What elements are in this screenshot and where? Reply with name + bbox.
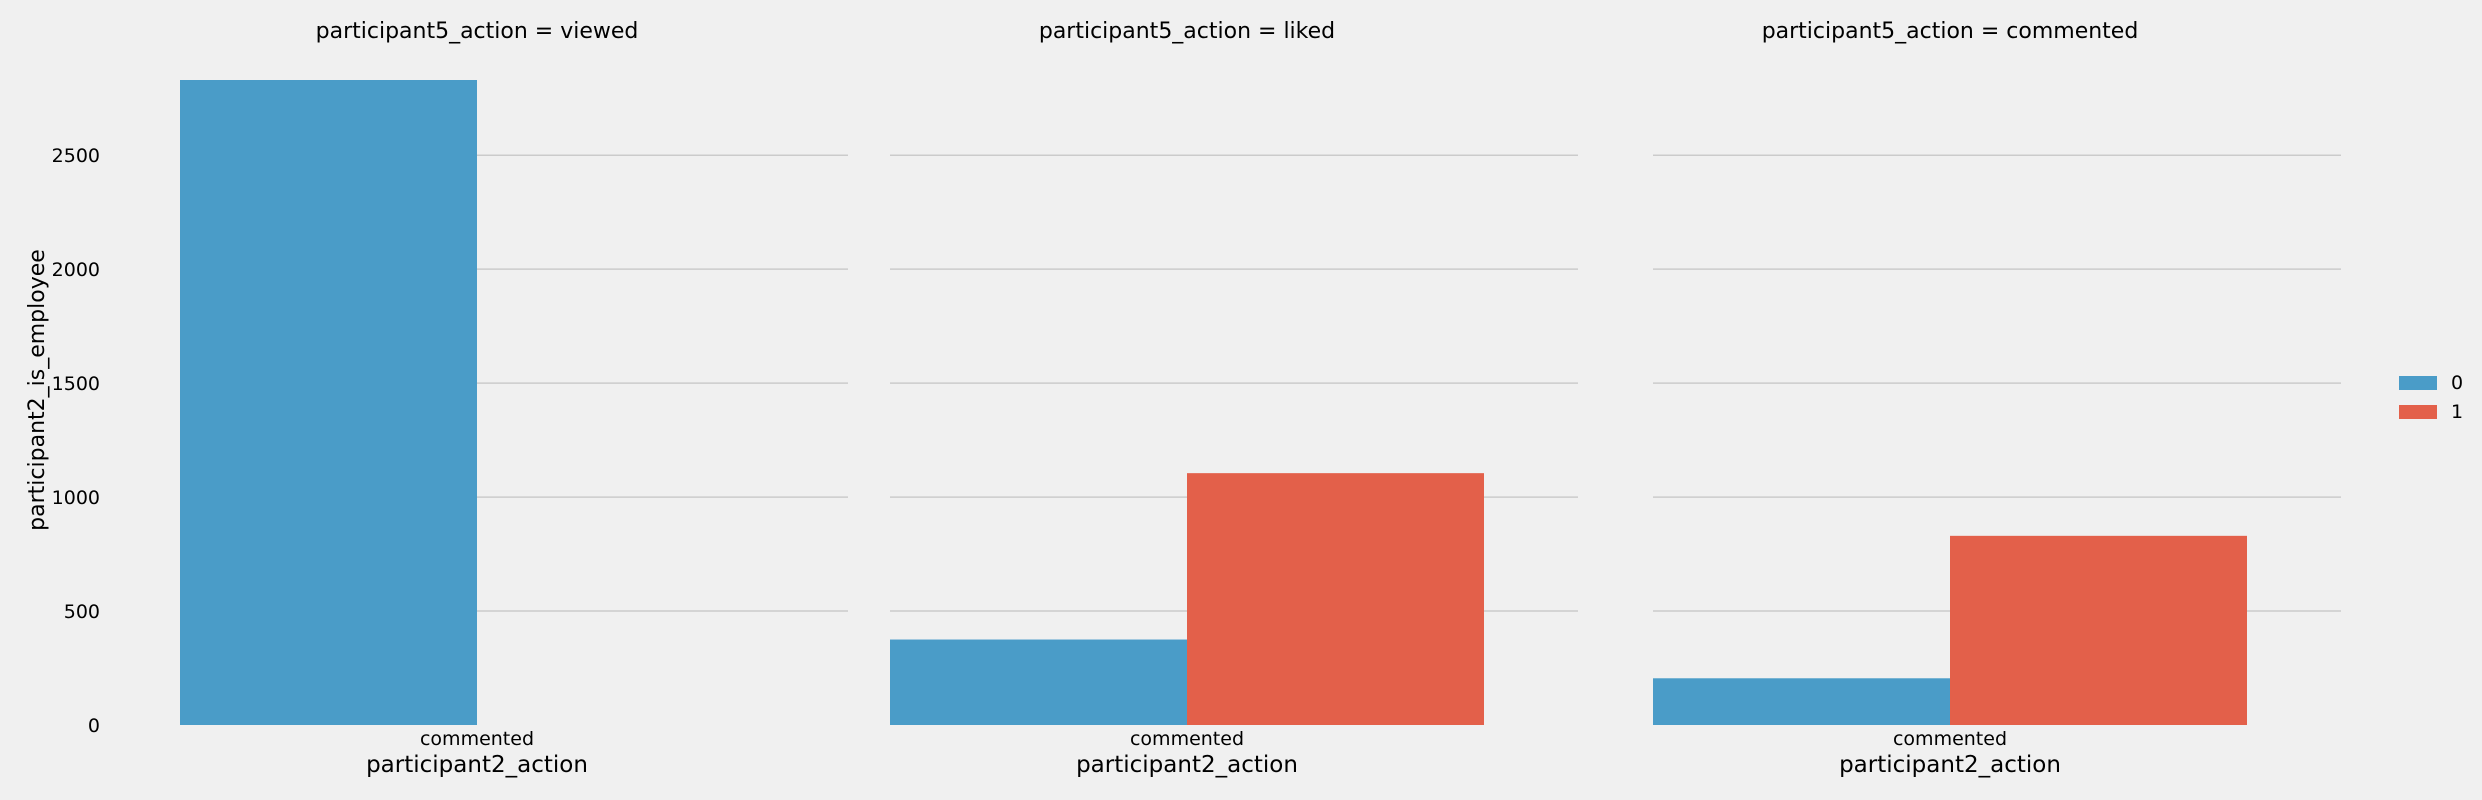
y-tick-label: 2000 — [52, 259, 100, 281]
y-axis-label: participant2_is_employee — [25, 249, 50, 531]
x-tick-label: commented — [420, 728, 534, 750]
legend-swatch — [2399, 405, 2437, 419]
facet-panel: 0 500 1000 1500 2000 2500 participant5_action … — [52, 19, 848, 778]
x-tick-label: commented — [1130, 728, 1244, 750]
facet-panels: 0 500 1000 1500 2000 2500 participant5_action … — [52, 19, 2341, 778]
legend-label: 1 — [2451, 401, 2463, 423]
panel-title: participant5_action = viewed — [316, 19, 639, 44]
legend-item: 0 — [2399, 372, 2463, 394]
x-tick-label: commented — [1893, 728, 2007, 750]
y-tick-label: 0 — [88, 715, 100, 737]
x-axis-label: participant2_action — [1076, 752, 1298, 778]
legend: 01 — [2399, 372, 2463, 423]
y-tick-label: 2500 — [52, 145, 100, 167]
bar-series-1 — [1187, 473, 1484, 725]
y-tick-label: 1500 — [52, 373, 100, 395]
panel-title: participant5_action = liked — [1039, 19, 1335, 44]
legend-item: 1 — [2399, 401, 2463, 423]
bar-series-1 — [1950, 535, 2247, 725]
legend-swatch — [2399, 376, 2437, 390]
x-axis-label: participant2_action — [1839, 752, 2061, 778]
bar-series-0 — [180, 80, 477, 725]
y-tick-label: 1000 — [52, 487, 100, 509]
bar-series-0 — [1653, 678, 1950, 725]
facet-panel: participant5_action = liked commentedpart… — [890, 19, 1578, 778]
facet-panel: participant5_action = commented commented… — [1653, 19, 2341, 778]
panel-title: participant5_action = commented — [1762, 19, 2139, 44]
legend-label: 0 — [2451, 372, 2463, 394]
bar-series-0 — [890, 639, 1187, 725]
x-axis-label: participant2_action — [366, 752, 588, 778]
y-tick-label: 500 — [64, 601, 100, 623]
